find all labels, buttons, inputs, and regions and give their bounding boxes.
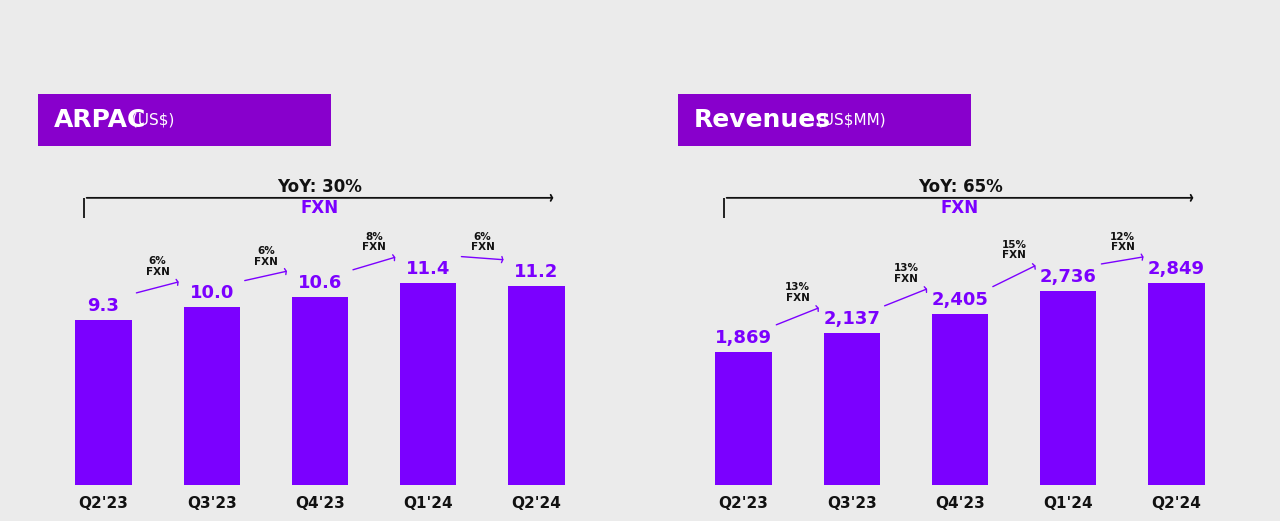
- Text: YoY: 30%: YoY: 30%: [278, 178, 362, 196]
- Bar: [1041, 291, 1097, 485]
- Text: 13%
FXN: 13% FXN: [785, 282, 810, 303]
- Bar: [183, 307, 239, 485]
- Text: 10.6: 10.6: [298, 274, 342, 292]
- Text: 8%
FXN: 8% FXN: [362, 231, 387, 252]
- Text: 12%
FXN: 12% FXN: [1110, 231, 1135, 252]
- Bar: [76, 320, 132, 485]
- Text: 2,405: 2,405: [932, 291, 988, 309]
- Bar: [292, 297, 348, 485]
- Text: 2,137: 2,137: [823, 310, 881, 328]
- Text: 1,869: 1,869: [716, 329, 772, 347]
- Text: FXN: FXN: [941, 199, 979, 217]
- Bar: [932, 314, 988, 485]
- Text: 11.2: 11.2: [515, 263, 559, 281]
- Text: FXN: FXN: [301, 199, 339, 217]
- Text: (US$): (US$): [127, 113, 175, 127]
- Text: (US$MM): (US$MM): [812, 113, 886, 127]
- Bar: [1148, 283, 1204, 485]
- Text: 6%
FXN: 6% FXN: [471, 231, 494, 252]
- Text: 9.3: 9.3: [87, 297, 119, 315]
- Text: 2,849: 2,849: [1148, 259, 1204, 278]
- Text: 6%
FXN: 6% FXN: [253, 246, 278, 267]
- Bar: [508, 286, 564, 485]
- Text: 13%
FXN: 13% FXN: [893, 263, 918, 284]
- Text: YoY: 65%: YoY: 65%: [918, 178, 1002, 196]
- Text: Revenues: Revenues: [694, 108, 831, 132]
- Bar: [823, 333, 879, 485]
- Text: 2,736: 2,736: [1039, 268, 1097, 286]
- Bar: [401, 283, 457, 485]
- Text: 15%
FXN: 15% FXN: [1002, 240, 1027, 260]
- Text: ARPAC: ARPAC: [54, 108, 146, 132]
- Text: 10.0: 10.0: [189, 284, 234, 302]
- Bar: [716, 352, 772, 485]
- Text: 6%
FXN: 6% FXN: [146, 256, 169, 277]
- Text: 11.4: 11.4: [406, 259, 451, 278]
